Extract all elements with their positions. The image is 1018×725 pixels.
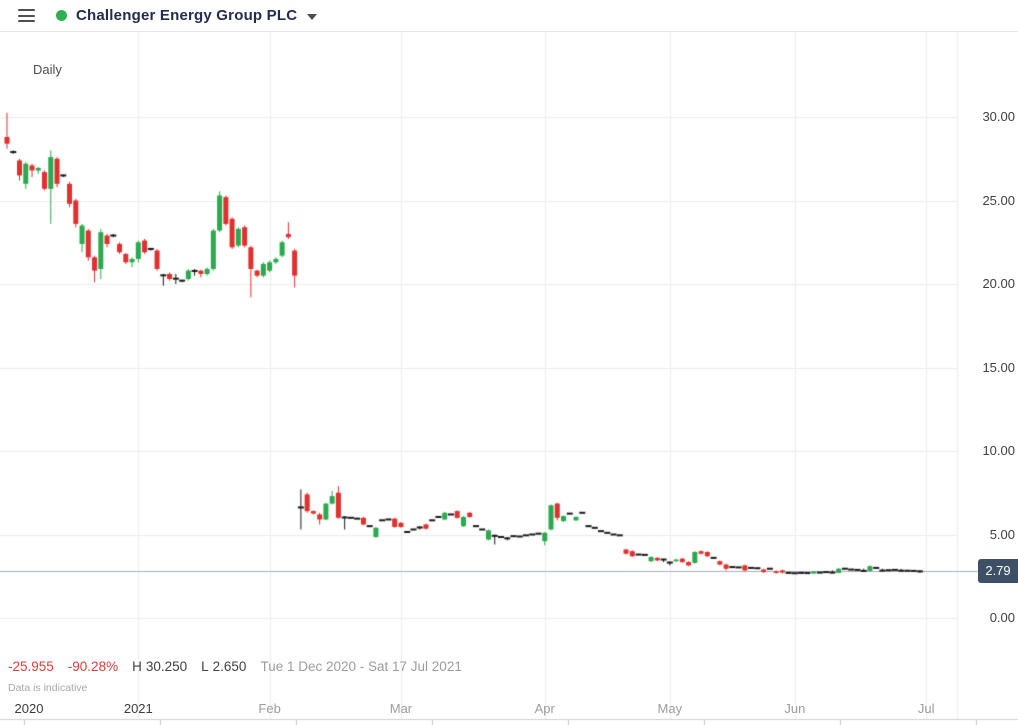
stats-low-label: L (201, 659, 209, 674)
instrument-title: Challenger Energy Group PLC (76, 7, 298, 24)
caret-down-icon[interactable] (307, 13, 318, 20)
timeframe-label: Daily (33, 62, 62, 77)
stats-row: -25.955 -90.28% H 30.250 L 2.650 Tue 1 Dec… (8, 659, 476, 674)
y-axis-label: 30.00 (982, 109, 1015, 124)
x-axis-label: 2020 (14, 701, 44, 716)
stats-high-label: H (132, 659, 142, 674)
stats-high: H 30.250 (132, 659, 187, 674)
x-axis-label: Jul (917, 701, 935, 716)
market-status-dot-icon (56, 10, 67, 21)
stats-low: L 2.650 (201, 659, 246, 674)
current-price-badge: 2.79 (978, 559, 1018, 584)
x-axis-label: Feb (258, 701, 281, 716)
x-axis-label: Jun (784, 701, 806, 716)
header-bar: Challenger Energy Group PLC (0, 0, 1018, 32)
x-axis-label: Mar (389, 701, 413, 716)
y-axis-label: 15.00 (982, 359, 1015, 375)
x-axis-label: 2021 (123, 701, 153, 716)
stats-date-range: Tue 1 Dec 2020 - Sat 17 Jul 2021 (260, 659, 462, 674)
stats-low-value: 2.650 (212, 659, 247, 674)
stats-change: -25.955 (8, 659, 54, 674)
x-axis-label: Apr (534, 701, 555, 716)
hamburger-menu-icon[interactable] (18, 9, 35, 22)
x-axis-label: May (657, 701, 683, 716)
y-axis-label: 0.00 (989, 610, 1015, 625)
stats-high-value: 30.250 (145, 659, 188, 674)
stats-change-pct: -90.28% (67, 659, 119, 674)
y-axis-label: 25.00 (982, 192, 1015, 208)
y-axis-label: 5.00 (989, 526, 1015, 542)
y-axis-label: 20.00 (982, 276, 1015, 291)
y-axis-label: 10.00 (982, 443, 1015, 458)
indicative-note: Data is indicative (8, 682, 88, 694)
